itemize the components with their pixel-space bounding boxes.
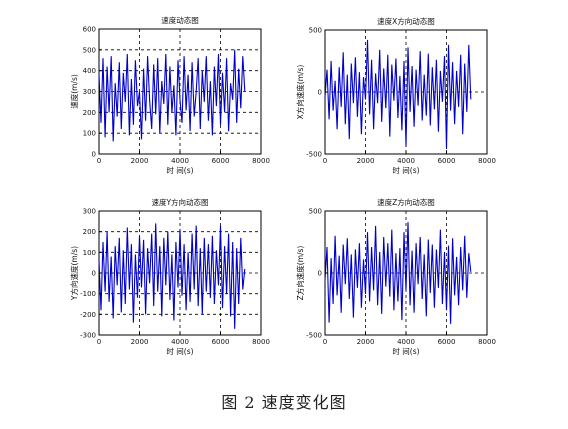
x-tick-label: 8000 — [478, 338, 496, 346]
x-tick-label: 0 — [323, 157, 327, 165]
x-tick-label: 8000 — [478, 157, 496, 165]
x-tick-label: 4000 — [171, 338, 189, 346]
y-tick-label: 500 — [83, 46, 96, 54]
series-line — [98, 49, 246, 142]
y-tick-label: 0 — [318, 89, 322, 97]
y-tick-label: 500 — [309, 208, 322, 216]
y-tick-label: -300 — [80, 332, 96, 340]
y-axis-label: 速度(m/s) — [69, 74, 79, 109]
y-axis-label: Y方向速度(m/s) — [69, 246, 79, 301]
x-tick-label: 4000 — [397, 338, 415, 346]
series-line — [324, 39, 472, 150]
x-tick-label: 0 — [97, 157, 101, 165]
x-axis-label: 时 间(s) — [166, 165, 193, 175]
figure-caption: 图 2 速度变化图 — [221, 393, 347, 412]
y-tick-label: -100 — [80, 290, 96, 298]
x-tick-label: 6000 — [212, 157, 230, 165]
y-tick-label: 300 — [83, 208, 96, 216]
y-axis-label: Z方向速度(m/s) — [295, 246, 305, 301]
x-tick-label: 2000 — [131, 338, 149, 346]
chart-title: 速度Y方向动态图 — [151, 197, 208, 207]
x-axis-label: 时 间(s) — [392, 165, 419, 175]
x-tick-label: 2000 — [131, 157, 149, 165]
series-line — [324, 222, 472, 324]
y-tick-label: 0 — [92, 270, 96, 278]
y-tick-label: 200 — [83, 228, 96, 236]
x-axis-label: 时 间(s) — [392, 346, 419, 356]
y-tick-label: -500 — [306, 332, 322, 340]
x-tick-label: 2000 — [357, 157, 375, 165]
y-tick-label: 100 — [83, 249, 96, 257]
y-tick-label: 0 — [92, 151, 96, 159]
x-tick-label: 0 — [323, 338, 327, 346]
x-tick-label: 6000 — [438, 338, 456, 346]
chart-title: 速度动态图 — [161, 15, 199, 25]
y-tick-label: 500 — [309, 27, 322, 35]
y-tick-label: 400 — [83, 67, 96, 75]
series-line — [98, 223, 246, 329]
chart-panel-speed: 0 2000 4000 6000 8000 0 100 200 300 400 500 600 速度动态… — [69, 15, 270, 175]
x-axis-label: 时 间(s) — [166, 346, 193, 356]
y-axis-label: X方向速度(m/s) — [295, 65, 305, 120]
x-tick-label: 4000 — [397, 157, 415, 165]
y-tick-label: -200 — [80, 311, 96, 319]
y-tick-label: -500 — [306, 151, 322, 159]
x-tick-label: 0 — [97, 338, 101, 346]
y-tick-label: 200 — [83, 109, 96, 117]
x-tick-label: 2000 — [357, 338, 375, 346]
y-tick-label: 100 — [83, 130, 96, 138]
y-tick-label: 0 — [318, 270, 322, 278]
chart-panel-y-speed: 0 2000 4000 6000 8000 -300 -200 -100 0 100 200 300 速… — [69, 197, 270, 356]
x-tick-label: 8000 — [252, 338, 270, 346]
chart-title: 速度Z方向动态图 — [377, 197, 435, 207]
y-tick-label: 600 — [83, 26, 96, 34]
y-tick-label: 300 — [83, 88, 96, 96]
x-tick-label: 8000 — [252, 157, 270, 165]
chart-title: 速度X方向动态图 — [377, 16, 435, 26]
x-tick-label: 6000 — [438, 157, 456, 165]
x-tick-label: 6000 — [212, 338, 230, 346]
x-tick-label: 4000 — [171, 157, 189, 165]
